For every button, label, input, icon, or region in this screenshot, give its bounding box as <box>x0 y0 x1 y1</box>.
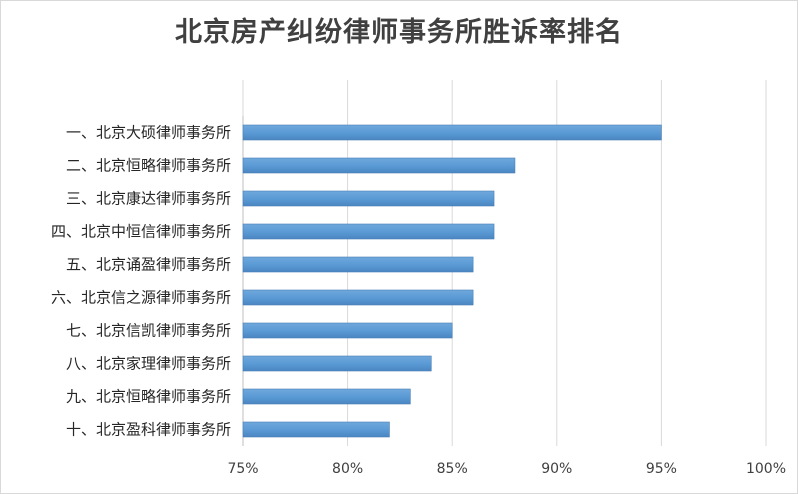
bar <box>242 388 411 405</box>
x-tick-label: 80% <box>332 461 363 477</box>
category-label: 七、北京信凯律师事务所 <box>66 322 231 340</box>
x-tick-label: 75% <box>227 461 258 477</box>
category-label: 一、北京大硕律师事务所 <box>66 124 231 142</box>
category-label: 六、北京信之源律师事务所 <box>51 289 231 307</box>
bar <box>242 256 474 273</box>
bar <box>242 289 474 306</box>
x-tick-label: 95% <box>646 461 677 477</box>
bar <box>242 355 432 372</box>
category-label: 八、北京家理律师事务所 <box>66 355 231 373</box>
category-labels: 一、北京大硕律师事务所二、北京恒略律师事务所三、北京康达律师事务所四、北京中恒信… <box>51 124 231 439</box>
category-label: 五、北京诵盈律师事务所 <box>66 256 231 274</box>
bar <box>242 322 453 339</box>
bar <box>242 421 390 438</box>
category-label: 四、北京中恒信律师事务所 <box>51 223 231 241</box>
chart-title: 北京房产纠纷律师事务所胜诉率排名 <box>175 17 623 48</box>
x-axis-tick-labels: 75% 80% 85% 90% 95% 100% <box>227 461 786 477</box>
bar <box>242 157 516 174</box>
x-tick-label: 100% <box>746 461 786 477</box>
x-tick-label: 85% <box>437 461 468 477</box>
bar <box>242 223 495 240</box>
category-label: 九、北京恒略律师事务所 <box>66 388 231 406</box>
x-tick-label: 90% <box>541 461 572 477</box>
category-label: 十、北京盈科律师事务所 <box>66 421 231 439</box>
bar <box>242 124 662 141</box>
bars <box>242 124 662 438</box>
category-label: 三、北京康达律师事务所 <box>66 190 231 208</box>
bar <box>242 190 495 207</box>
category-label: 二、北京恒略律师事务所 <box>66 157 231 175</box>
